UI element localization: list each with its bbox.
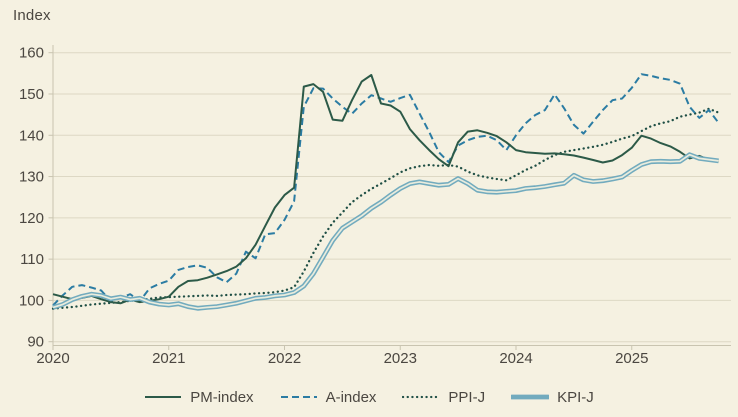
legend-label: KPI-J: [557, 388, 594, 406]
x-tick-label: 2020: [36, 350, 69, 367]
series-pm-index-line: [52, 74, 719, 305]
chart-title: Index: [13, 7, 51, 24]
y-tick-label: 100: [19, 292, 44, 309]
legend-label: PPI-J: [448, 388, 486, 406]
x-tick-label: 2023: [384, 350, 417, 367]
legend-swatch-solid-line-icon: [145, 396, 182, 398]
legend-swatch-dashed-line-icon: [280, 396, 317, 398]
legend-item-a-index: A-index: [280, 388, 377, 406]
y-tick-label: 140: [19, 127, 44, 144]
x-tick-label: 2022: [268, 350, 301, 367]
legend-label: PM-index: [190, 388, 254, 406]
y-tick-label: 130: [19, 169, 44, 186]
y-tick-label: 90: [27, 334, 44, 351]
legend-item-ppi-j: PPI-J: [402, 389, 485, 406]
x-tick-label: 2025: [615, 350, 648, 367]
y-tick-label: 150: [19, 86, 44, 103]
x-tick-label: 2021: [152, 350, 185, 367]
legend-item-kpi-j: KPI-J: [511, 389, 594, 406]
legend-swatch-thick-line-icon: [511, 394, 550, 400]
y-tick-label: 110: [20, 251, 44, 268]
y-tick-label: 120: [19, 210, 44, 227]
legend-swatch-dotted-line-icon: [402, 395, 441, 399]
series-a-index-line: [52, 73, 720, 307]
chart-legend: PM-index A-index PPI-J KPI-J: [0, 384, 738, 410]
legend-item-pm-index: PM-index: [144, 388, 254, 406]
series-kpi-j-core: [52, 153, 719, 310]
x-tick-label: 2024: [499, 350, 532, 367]
series-ppi-j-line: [51, 107, 720, 310]
y-tick-label: 160: [19, 45, 44, 62]
legend-label: A-index: [325, 388, 377, 406]
